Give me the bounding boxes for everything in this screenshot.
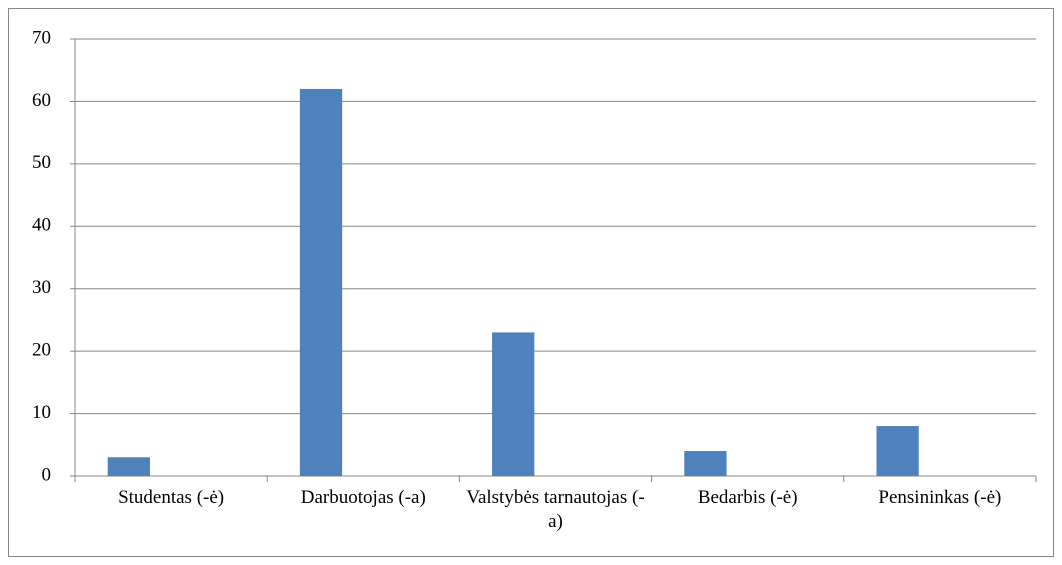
x-tick-label: Bedarbis (-ė) [697,487,798,508]
y-tick-label: 30 [32,277,51,298]
bar [684,451,727,476]
x-tick-label: Valstybės tarnautojas (-a) [466,487,645,532]
y-tick-label: 60 [32,90,51,111]
x-tick-label: Darbuotojas (-a) [300,487,426,508]
bar [107,457,150,476]
x-tick-label: Pensininkas (-ė) [878,487,1002,508]
y-tick-label: 10 [32,402,51,423]
bar [876,426,919,476]
y-tick-label: 20 [32,340,51,361]
y-tick-label: 40 [32,215,51,236]
y-tick-label: 0 [42,464,52,485]
y-tick-label: 70 [32,27,51,48]
bar [299,88,343,476]
bar [492,332,535,476]
y-tick-label: 50 [32,152,51,173]
x-tick-label: Studentas (-ė) [118,487,225,508]
